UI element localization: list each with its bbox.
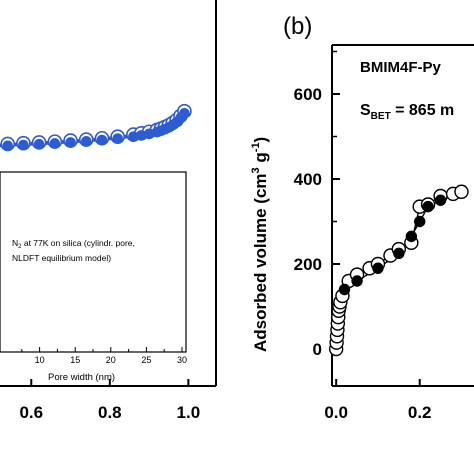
panel-a-data-point — [179, 107, 190, 119]
panel-a-data-point — [33, 138, 45, 150]
panel-b: (b) 0 200 400 600 0.0 0.2 BMIM4F-Py SBET = 8… — [250, 13, 474, 422]
inset-x-tick-label: 15 — [70, 355, 80, 365]
panel-a-data-point — [80, 136, 92, 147]
panel-b-data-point — [393, 247, 405, 260]
panel-a-x-tick-label: 0.8 — [98, 403, 122, 422]
panel-a: 0.6 0.8 1.0 N2 at 77K on silica (cylindr. … — [0, 0, 217, 422]
panel-b-data-point — [422, 200, 434, 213]
panel-b-data-point — [414, 215, 426, 228]
panel-b-y-axis-label: Adsorbed volume (cm3 g-1) — [250, 137, 270, 352]
panel-a-x-tick-label: 0.6 — [19, 403, 43, 422]
panel-b-y-tick-label: 0 — [313, 340, 322, 359]
panel-b-x-ticks: 0.0 0.2 — [324, 379, 432, 422]
pore-width-inset: N2 at 77K on silica (cylindr. pore, NLDF… — [0, 171, 187, 383]
inset-annotation-line2: NLDFT equilibrium model) — [12, 253, 111, 263]
panel-b-series — [328, 184, 469, 357]
panel-b-data-point — [338, 283, 351, 296]
panel-a-data-point — [112, 133, 123, 144]
panel-a-data-point — [49, 138, 61, 149]
panel-a-data-point — [96, 134, 108, 146]
panel-b-x-tick-label: 0.0 — [324, 403, 348, 422]
panel-a-series — [0, 103, 192, 152]
panel-a-data-point — [2, 140, 14, 152]
panel-b-data-point — [434, 194, 447, 206]
inset-x-tick-label: 25 — [141, 355, 151, 365]
inset-x-tick-label: 10 — [35, 355, 45, 365]
bet-surface-area: SBET = 865 m — [360, 102, 454, 122]
panel-b-data-point — [372, 262, 384, 274]
panel-a-x-tick-label: 1.0 — [177, 403, 201, 422]
panel-a-data-point — [65, 137, 76, 148]
panel-b-y-tick-label: 400 — [294, 170, 322, 189]
inset-x-tick-label: 30 — [177, 355, 187, 365]
panel-a-data-point — [18, 139, 29, 151]
inset-x-ticks: 10 15 20 25 30 — [21, 347, 187, 365]
panel-b-data-point — [351, 275, 363, 287]
panel-b-x-tick-label: 0.2 — [408, 403, 432, 422]
sample-name: BMIM4F-Py — [360, 59, 441, 76]
panel-a-x-ticks: 0.6 0.8 1.0 — [19, 379, 200, 422]
panel-b-data-point — [454, 184, 469, 199]
panel-b-y-tick-label: 200 — [294, 255, 322, 274]
panel-b-label: (b) — [283, 13, 312, 40]
panel-b-y-tick-label: 600 — [294, 85, 322, 104]
panel-b-data-point — [405, 230, 418, 243]
inset-x-axis-label: Pore width (nm) — [48, 372, 115, 383]
inset-annotation-line1: N2 at 77K on silica (cylindr. pore, — [12, 238, 135, 250]
inset-x-tick-label: 20 — [106, 355, 116, 365]
